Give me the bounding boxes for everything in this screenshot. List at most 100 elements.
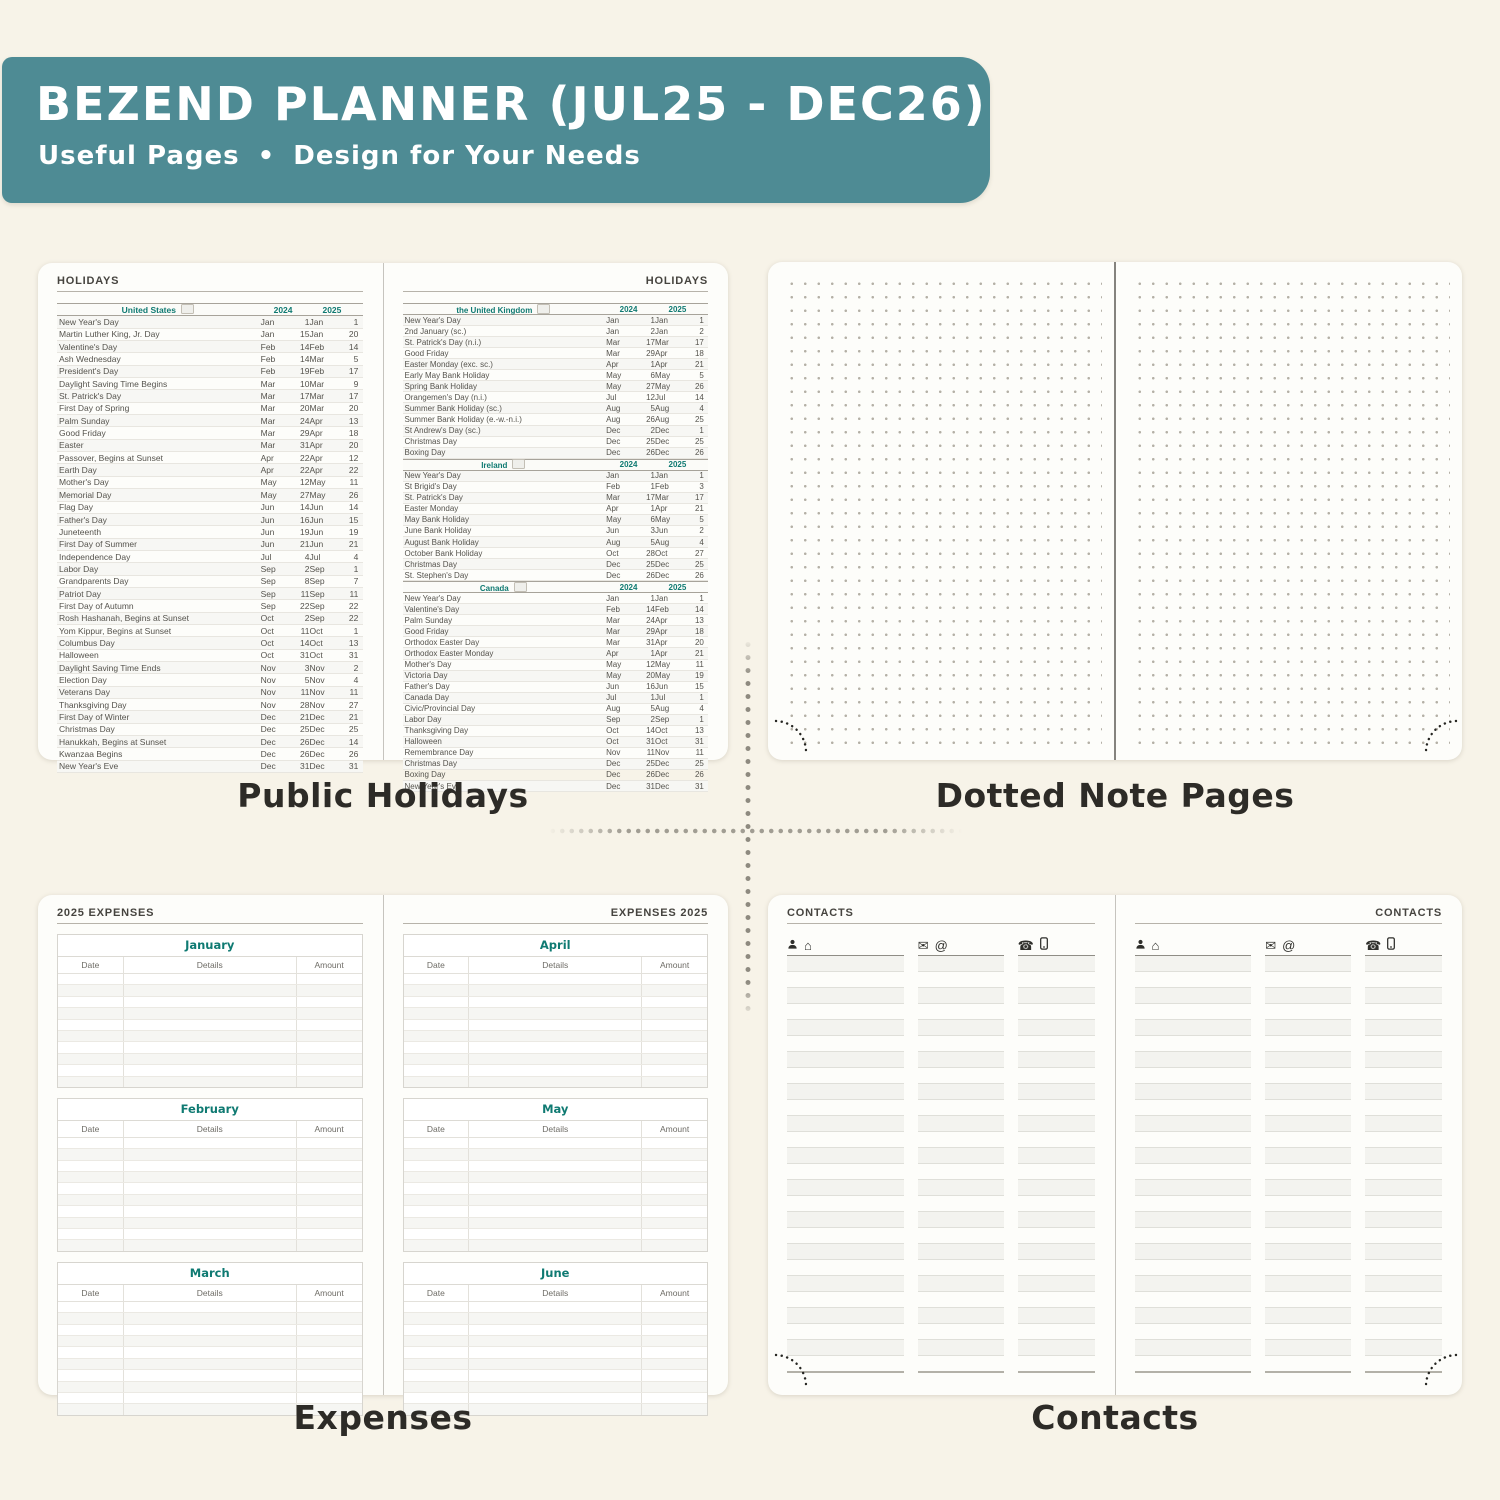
expense-cell-amount [297, 985, 362, 995]
expense-cell-date [58, 1229, 124, 1240]
holiday-day-2025: 2 [699, 326, 704, 336]
holiday-row: Civic/Provincial Day Aug 5 Aug 4 [402, 704, 708, 715]
holiday-row: Kwanzaa Begins Dec 26 Dec 26 [57, 748, 363, 761]
contact-ruled-line [1365, 988, 1442, 1004]
expense-cell-details [469, 1313, 643, 1324]
expense-month-table: January Date Details Amount [57, 934, 363, 1088]
holiday-month-2024: Nov [260, 699, 276, 710]
expense-cell-date [58, 1392, 124, 1404]
year-column-header: 2024 [619, 304, 638, 314]
expense-cell-amount [642, 1042, 707, 1052]
contact-ruled-line [1134, 1308, 1252, 1324]
contact-ruled-line [1365, 1052, 1442, 1068]
holidays-left-page: HOLIDAYS United States 2024 2025 New Year's… [38, 263, 383, 774]
holiday-section-header: the United Kingdom 2024 2025 [402, 303, 708, 316]
page-spine [1114, 262, 1116, 760]
expense-cell-details [469, 985, 643, 996]
holiday-month-2025: Dec [309, 749, 325, 760]
holiday-day-2025: 17 [694, 493, 704, 503]
expense-cell-date [58, 1240, 124, 1251]
holiday-day-2025: 27 [694, 548, 704, 558]
holiday-month-2024: Sep [260, 600, 276, 611]
contact-ruled-line [1134, 1020, 1252, 1036]
holiday-day-2024: 1 [650, 504, 655, 514]
contact-ruled-line [1017, 1196, 1095, 1212]
expense-cell-date [58, 1183, 124, 1194]
expense-cell-details [469, 1240, 643, 1251]
expense-cell-amount [297, 1302, 362, 1312]
holiday-month-2024: Dec [606, 437, 621, 447]
holiday-month-2025: Apr [309, 465, 323, 476]
contact-ruled-line [1265, 1292, 1352, 1308]
banner-subtitle-left: Useful Pages [38, 141, 240, 171]
expense-cell-date [404, 1335, 470, 1347]
expense-cell-date [58, 1217, 124, 1229]
contact-ruled-line [1265, 1004, 1352, 1020]
holiday-day-2024: 12 [646, 392, 655, 402]
contact-ruled-line [1134, 1148, 1252, 1164]
holiday-month-2025: Apr [309, 440, 323, 451]
contact-ruled-line [1134, 1212, 1252, 1228]
expense-cell-amount [642, 1359, 707, 1369]
contact-ruled-line [1017, 1340, 1095, 1356]
holiday-month-2024: Jun [260, 514, 275, 525]
contact-ruled-line [1017, 1084, 1095, 1100]
holiday-month-2025: Sep [309, 613, 325, 624]
holiday-day-2025: 15 [348, 514, 359, 525]
contact-ruled-line [1017, 1260, 1095, 1276]
holiday-name: Boxing Day [404, 448, 446, 458]
expense-cell-details [124, 1065, 297, 1076]
expense-cell-amount [642, 1161, 707, 1171]
holiday-month-2025: Oct [309, 637, 323, 648]
holiday-month-2024: Mar [606, 337, 620, 347]
holiday-month-2024: Mar [606, 637, 620, 647]
expense-cell-amount [642, 1138, 707, 1148]
expense-cell-details [469, 1301, 643, 1313]
expense-cell-details [124, 1301, 297, 1313]
holiday-row: Halloween Oct 31 Oct 31 [402, 736, 708, 748]
holiday-month-2024: Dec [606, 770, 621, 780]
holiday-month-2024: Aug [606, 414, 621, 424]
holiday-day-2024: 31 [300, 440, 310, 451]
contact-ruled-line [1134, 1228, 1252, 1244]
holiday-row: Labor Day Sep 2 Sep 1 [402, 714, 708, 726]
expense-month-name: February [58, 1099, 362, 1121]
expense-cell-date [58, 1137, 124, 1149]
expense-cell-details [124, 1370, 297, 1381]
holiday-day-2024: 27 [646, 381, 655, 391]
holiday-day-2024: 2 [650, 326, 655, 336]
expense-cell-date [404, 1301, 470, 1313]
expense-cell-amount [297, 1347, 362, 1357]
holiday-row: Palm Sunday Mar 24 Apr 13 [402, 615, 708, 627]
contact-ruled-line [787, 1068, 904, 1084]
holiday-row: Passover, Begins at Sunset Apr 22 Apr 12 [57, 452, 363, 465]
holiday-day-2025: 1 [353, 317, 359, 328]
holiday-row: Daylight Saving Time Ends Nov 3 Nov 2 [57, 661, 363, 675]
holiday-day-2024: 20 [300, 403, 310, 414]
us-flag-icon [180, 304, 194, 315]
expense-cell-date [404, 1042, 470, 1053]
expense-empty-row [58, 1008, 362, 1020]
contact-ruled-line [1134, 1292, 1252, 1308]
holiday-row: New Year's Eve Dec 31 Dec 31 [402, 781, 708, 793]
holiday-month-2025: Jun [655, 526, 668, 536]
holiday-day-2024: 22 [300, 600, 310, 611]
expense-cell-date [404, 1240, 470, 1251]
contact-ruled-line [787, 1004, 904, 1020]
contact-ruled-line [1365, 1260, 1442, 1276]
holiday-row: Christmas Day Dec 25 Dec 25 [402, 758, 708, 770]
contact-ruled-line [787, 1196, 904, 1212]
expense-cell-amount [642, 997, 707, 1007]
contact-ruled-line [787, 988, 904, 1004]
expense-cell-date [404, 1347, 470, 1358]
expense-cell-details [124, 1053, 297, 1065]
holiday-row: Thanksgiving Day Oct 14 Oct 13 [402, 726, 708, 737]
expense-cell-date [404, 1206, 470, 1217]
holiday-day-2025: 17 [348, 366, 359, 377]
holiday-name: Thanksgiving Day [59, 699, 127, 710]
holiday-day-2025: 1 [699, 315, 704, 325]
holiday-name: Independence Day [59, 551, 131, 562]
holiday-name: Palm Sunday [59, 415, 110, 426]
expense-empty-row [403, 1301, 707, 1314]
contact-ruled-line [1365, 1308, 1442, 1324]
